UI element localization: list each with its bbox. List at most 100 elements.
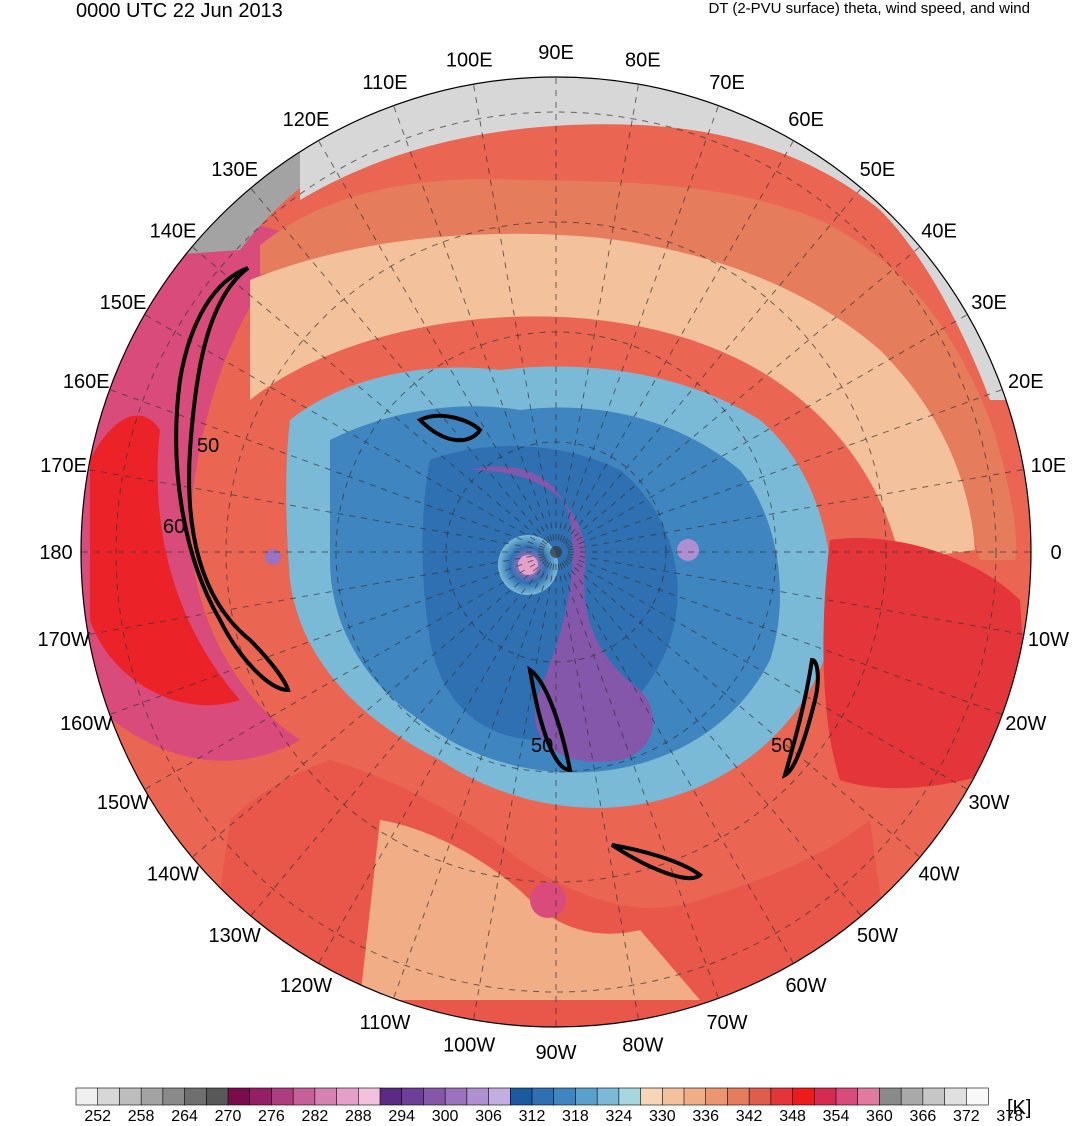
longitude-label: 10W [1028,629,1069,651]
colorbar-swatch [119,1087,142,1106]
colorbar-tick-label: 288 [345,1108,372,1125]
longitude-label: 150W [97,792,149,814]
colorbar-tick-label: 252 [84,1108,111,1125]
colorbar-swatch [553,1087,577,1106]
map-boundary [80,76,1032,1028]
colorbar-swatch [575,1087,598,1106]
longitude-label: 80W [622,1034,663,1056]
colorbar-swatch [140,1087,164,1106]
colorbar-swatch [748,1087,772,1106]
longitude-label: 130W [208,925,260,947]
colorbar-tick-label: 294 [388,1108,415,1125]
colorbar-swatch [835,1087,859,1106]
longitude-label: 70W [706,1012,747,1034]
colorbar-swatch [509,1087,533,1106]
longitude-label: 110E [362,72,407,94]
longitude-label: 90W [535,1042,576,1064]
colorbar-unit-label: [K] [1007,1097,1031,1119]
colorbar-swatch [879,1087,902,1106]
longitude-label: 150E [100,292,147,314]
colorbar-swatch [770,1087,794,1106]
longitude-label: 50E [860,159,896,181]
longitude-label: 160W [60,713,112,735]
colorbar-tick-label: 276 [258,1108,285,1125]
longitude-label: 20W [1005,713,1046,735]
colorbar-swatch [618,1087,642,1106]
longitude-label: 120E [283,109,330,131]
colorbar-swatch [184,1087,207,1106]
longitude-label: 70E [709,72,745,94]
colorbar-swatch [466,1087,490,1106]
longitude-label: 30W [968,792,1009,814]
colorbar-tick-label: 306 [475,1108,502,1125]
longitude-label: 20E [1008,371,1044,393]
colorbar-swatch [401,1087,425,1106]
colorbar-tick-label: 348 [779,1108,806,1125]
colorbar-swatch [705,1087,729,1106]
colorbar-swatch [336,1087,359,1106]
longitude-label: 130E [211,159,258,181]
colorbar-swatch [97,1087,121,1106]
longitude-label: 180 [39,542,72,564]
colorbar-tick-label: 264 [171,1108,198,1125]
colorbar-swatch [922,1087,946,1106]
longitude-label: 30E [971,292,1007,314]
longitude-labels: 0 10E 20E 30E 40E 50E 60E 70E 80E 90E 100E 110E 120E… [37,42,1069,1064]
longitude-label: 10E [1031,455,1067,477]
longitude-label: 120W [280,975,332,997]
colorbar-swatch [379,1087,403,1106]
longitude-label: 40E [921,221,957,243]
colorbar-tick-label: 330 [649,1108,676,1125]
colorbar-tick-label: 378 [996,1108,1023,1125]
longitude-label: 0 [1050,542,1061,564]
longitude-label: 110W [360,1012,411,1034]
colorbar-swatch [444,1087,468,1106]
colorbar-tick-label: 354 [823,1108,850,1125]
colorbar-swatch [75,1087,99,1106]
colorbar-tick-label: 312 [519,1108,546,1125]
contour-label: 60 [163,516,185,538]
colorbar-tick-label: 372 [953,1108,980,1125]
colorbar-swatch [357,1087,381,1106]
colorbar-tick-label: 318 [562,1108,589,1125]
longitude-label: 140E [150,221,197,243]
colorbar-swatch [944,1087,967,1106]
longitude-label: 160E [63,371,110,393]
colorbar: 252 258 264 270 276 282 288 294 300 306 312 318 324 3… [75,1087,1023,1125]
colorbar-swatch [249,1087,273,1106]
colorbar-swatch [531,1087,555,1106]
colorbar-tick-label: 342 [736,1108,763,1125]
contour-label: 50 [531,735,553,757]
colorbar-tick-label: 258 [128,1108,155,1125]
longitude-label: 90E [538,42,574,64]
colorbar-swatch [640,1087,663,1106]
colorbar-swatch [271,1087,294,1106]
colorbar-tick-label: 270 [215,1108,242,1125]
colorbar-tick-label: 282 [302,1108,329,1125]
colorbar-tick-label: 336 [692,1108,719,1125]
longitude-label: 60E [788,109,824,131]
colorbar-swatch [205,1087,229,1106]
colorbar-tick-label: 360 [866,1108,893,1125]
colorbar-swatch [596,1087,620,1106]
colorbar-swatch [227,1087,251,1106]
longitude-label: 100W [443,1034,495,1056]
longitude-label: 170E [40,455,87,477]
colorbar-swatch [683,1087,707,1106]
colorbar-tick-label: 300 [432,1108,459,1125]
colorbar-swatch [813,1087,837,1106]
valid-time-title: 0000 UTC 22 Jun 2013 [76,0,283,22]
colorbar-tick-label: 366 [910,1108,937,1125]
longitude-label: 170W [37,629,89,651]
colorbar-swatch [727,1087,750,1106]
wind-speed-contours [174,266,820,881]
colorbar-swatch [900,1087,924,1106]
colorbar-swatch [661,1087,685,1106]
longitude-label: 50W [857,925,898,947]
colorbar-swatch [488,1087,511,1106]
colorbar-swatch [314,1087,338,1106]
colorbar-swatch [792,1087,815,1106]
longitude-label: 60W [785,975,826,997]
field-description-title: DT (2-PVU surface) theta, wind speed, an… [708,0,1030,17]
